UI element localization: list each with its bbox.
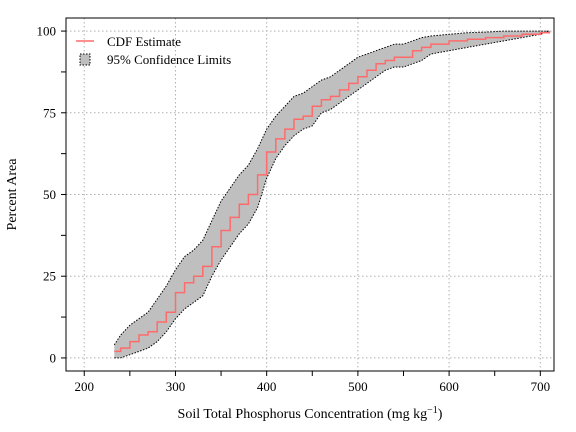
- x-axis-title: Soil Total Phosphorus Concentration (mg …: [178, 405, 443, 423]
- y-tick-label: 75: [43, 105, 56, 120]
- x-tick-label: 700: [531, 379, 551, 394]
- x-tick-label: 500: [348, 379, 368, 394]
- y-tick-label: 25: [43, 269, 56, 284]
- confidence-band: [114, 31, 550, 358]
- x-axis-title-main: Soil Total Phosphorus Concentration (mg …: [178, 407, 428, 422]
- y-tick-label: 0: [50, 350, 57, 365]
- legend-cdf-label: CDF Estimate: [107, 34, 181, 49]
- x-tick-label: 400: [257, 379, 277, 394]
- y-tick-label: 100: [37, 24, 57, 39]
- x-tick-label: 200: [74, 379, 94, 394]
- legend: CDF Estimate 95% Confidence Limits: [76, 34, 231, 67]
- confidence-lower-limit: [114, 30, 550, 359]
- legend-band-label: 95% Confidence Limits: [107, 52, 231, 67]
- x-axis-title-suffix: ): [438, 407, 443, 422]
- cdf-estimate-line: [114, 31, 551, 353]
- x-tick-label: 600: [439, 379, 459, 394]
- y-axis: 0 25 50 75 100: [37, 24, 66, 365]
- y-tick-label: 50: [43, 187, 56, 202]
- x-axis-title-superscript: −1: [427, 405, 438, 416]
- y-axis-title: Percent Area: [5, 158, 20, 231]
- legend-band-swatch: [79, 53, 91, 66]
- x-axis: 200 300 400 500 600 700: [74, 371, 550, 394]
- x-tick-label: 300: [166, 379, 186, 394]
- confidence-upper-limit: [113, 30, 550, 346]
